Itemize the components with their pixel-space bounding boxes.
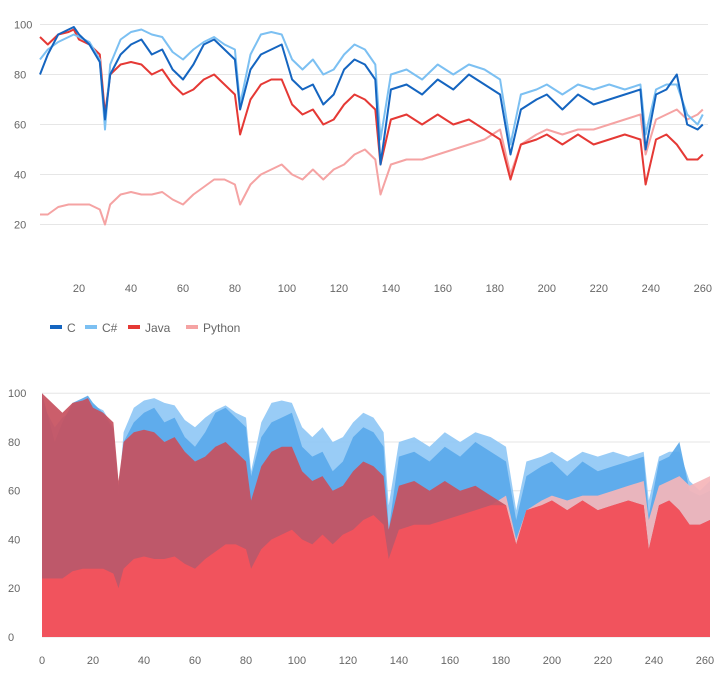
bottom-y-tick-label: 80 <box>8 437 20 449</box>
top-x-tick-label: 140 <box>382 283 400 295</box>
top-x-tick-label: 220 <box>590 283 608 295</box>
bottom-x-tick-label: 40 <box>138 655 150 667</box>
bottom-x-tick-label: 140 <box>390 655 408 667</box>
bottom-y-tick-label: 0 <box>8 632 14 644</box>
bottom-x-tick-label: 0 <box>39 655 45 667</box>
top-x-axis-ticks: 20 40 60 80 100 120 140 160 180 200 220 240 260 <box>73 283 712 295</box>
legend-label[interactable]: Java <box>145 321 171 335</box>
legend-label[interactable]: C# <box>102 321 118 335</box>
series-line-c-sharp <box>39 28 704 146</box>
bottom-x-tick-label: 240 <box>645 655 663 667</box>
bottom-x-tick-label: 220 <box>594 655 612 667</box>
top-y-tick-label: 40 <box>14 170 26 182</box>
legend: C C# Java Python <box>50 321 240 335</box>
bottom-y-tick-label: 40 <box>8 534 20 546</box>
bottom-x-tick-label: 100 <box>288 655 306 667</box>
bottom-x-tick-label: 180 <box>492 655 510 667</box>
bottom-y-tick-label: 20 <box>8 583 20 595</box>
bottom-x-tick-label: 20 <box>87 655 99 667</box>
legend-label[interactable]: Python <box>203 321 240 335</box>
bottom-x-axis-ticks: 0 20 40 60 80 100 120 140 160 180 200 220 240 260 <box>39 655 714 667</box>
legend-label[interactable]: C <box>67 321 76 335</box>
bottom-x-tick-label: 200 <box>543 655 561 667</box>
legend-swatch <box>186 325 198 329</box>
top-x-tick-label: 20 <box>73 283 85 295</box>
bottom-x-tick-label: 260 <box>696 655 714 667</box>
series-line-java <box>39 28 704 186</box>
top-y-axis-ticks: 20 40 60 80 100 <box>14 20 32 232</box>
top-x-tick-label: 160 <box>434 283 452 295</box>
top-x-tick-label: 240 <box>642 283 660 295</box>
line-chart: 20 40 60 80 100 20 40 60 80 100 120 140 160 180 200 22… <box>14 20 712 296</box>
top-x-tick-label: 200 <box>538 283 556 295</box>
bottom-y-tick-label: 60 <box>8 486 20 498</box>
bottom-x-tick-label: 120 <box>339 655 357 667</box>
bottom-x-tick-label: 60 <box>189 655 201 667</box>
top-series-lines <box>39 26 704 226</box>
top-y-tick-label: 100 <box>14 20 32 32</box>
top-x-tick-label: 60 <box>177 283 189 295</box>
bottom-x-tick-label: 80 <box>240 655 252 667</box>
top-x-tick-label: 40 <box>125 283 137 295</box>
top-x-tick-label: 100 <box>278 283 296 295</box>
bottom-y-tick-label: 100 <box>8 388 26 400</box>
top-y-tick-label: 20 <box>14 220 26 232</box>
series-area-overlap <box>42 500 710 637</box>
series-line-python <box>40 108 704 226</box>
top-x-tick-label: 120 <box>330 283 348 295</box>
bottom-y-axis-ticks: 0 20 40 60 80 100 <box>8 388 26 644</box>
bottom-x-tick-label: 160 <box>441 655 459 667</box>
top-y-tick-label: 80 <box>14 70 26 82</box>
legend-swatch <box>50 325 62 329</box>
bottom-series-areas <box>42 393 710 637</box>
top-y-tick-label: 60 <box>14 120 26 132</box>
legend-swatch <box>128 325 140 329</box>
legend-swatch <box>85 325 97 329</box>
top-x-tick-label: 260 <box>694 283 712 295</box>
series-line-c <box>39 26 704 166</box>
top-x-tick-label: 80 <box>229 283 241 295</box>
top-x-tick-label: 180 <box>486 283 504 295</box>
